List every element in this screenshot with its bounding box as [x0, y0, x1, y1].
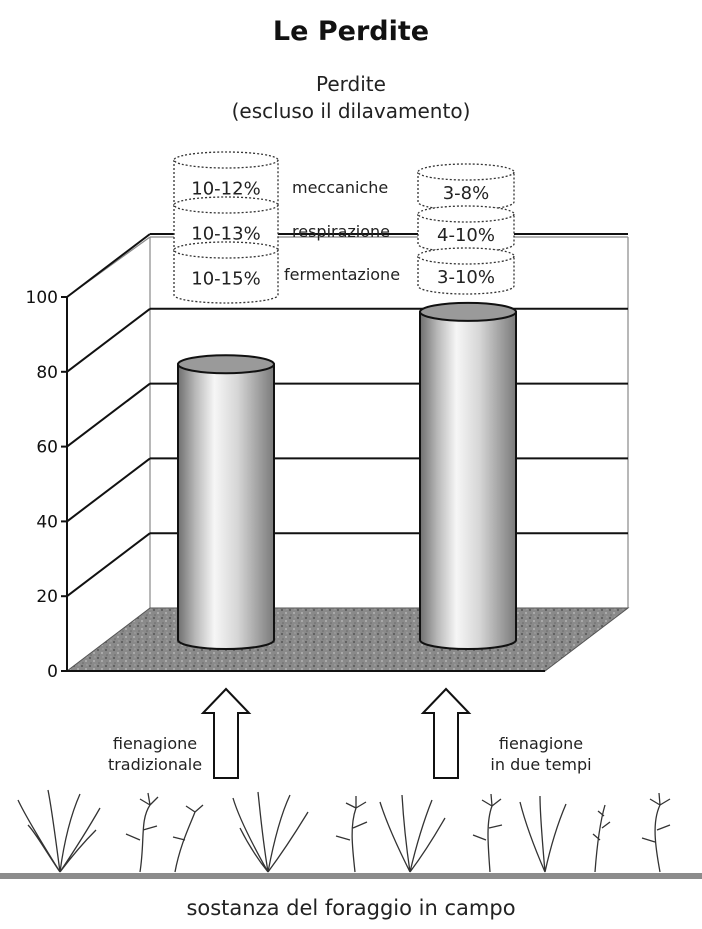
loss-label-meccaniche: meccaniche — [292, 178, 389, 197]
y-tick-label: 0 — [47, 662, 58, 682]
bar-top — [419, 301, 517, 322]
footer-caption: sostanza del foraggio in campo — [186, 896, 516, 920]
disc-body — [417, 214, 515, 253]
chart-floor — [65, 607, 630, 672]
disc-top — [173, 241, 279, 259]
y-tick-label: 100 — [26, 288, 58, 308]
caption-left-line2: tradizionale — [107, 755, 203, 774]
disc-top — [417, 247, 515, 265]
y-tick-label: 80 — [36, 363, 58, 383]
loss-value-label: 4-10% — [437, 225, 495, 246]
y-axis — [66, 297, 545, 672]
clover-plant-2 — [335, 796, 368, 873]
grass-tuft-2 — [232, 791, 309, 873]
disc-top — [173, 151, 279, 169]
caption-right-line2: in due tempi — [490, 755, 592, 774]
gridline-side-80 — [66, 308, 151, 373]
y-tick-label: 40 — [36, 512, 58, 532]
ground-strip — [0, 873, 702, 879]
chart-frame — [66, 236, 629, 608]
clover-plant-1 — [125, 792, 204, 873]
caption-left: fienagione tradizionale — [105, 733, 205, 775]
clover-plant-4 — [641, 792, 671, 873]
loss-value-label: 3-8% — [443, 183, 490, 204]
gridline-side-40 — [66, 457, 151, 523]
gridline-side-20 — [66, 532, 151, 597]
grass-tuft-1 — [17, 789, 101, 873]
loss-value-label: 3-10% — [437, 267, 495, 288]
y-tick-label: 60 — [36, 438, 58, 458]
caption-right: fienagione in due tempi — [486, 733, 596, 775]
loss-disc-due-tempi-3: 3-10% — [417, 247, 515, 295]
loss-disc-due-tempi-2: 4-10% — [417, 205, 515, 253]
grass-tuft-4 — [519, 795, 567, 873]
loss-label-respirazione: respirazione — [292, 222, 391, 241]
loss-value-label: 10-12% — [191, 179, 260, 200]
y-tick-label: 20 — [36, 587, 58, 607]
loss-disc-tradizionale-3: 10-15% — [173, 241, 279, 304]
grass-tuft-3 — [379, 794, 446, 873]
bar-1 — [177, 354, 275, 650]
bar-top — [177, 354, 275, 375]
bar-2 — [419, 301, 517, 650]
bar-body — [419, 310, 517, 650]
disc-body — [417, 256, 515, 295]
bar-layer — [177, 301, 517, 650]
disc-top — [417, 163, 515, 181]
up-arrow-icon-right — [420, 687, 472, 779]
loss-stacks: 10-12% 10-13% 10-15% 3-8% 4-10% 3-10% — [173, 151, 515, 304]
grass-stem-5 — [592, 804, 611, 873]
disc-body — [417, 172, 515, 211]
disc-body — [173, 250, 279, 304]
forage-plants-illustration — [0, 789, 702, 879]
disc-top — [173, 196, 279, 214]
loss-value-label: 10-15% — [191, 269, 260, 290]
bar-body — [177, 363, 275, 650]
up-arrow-icon-left — [200, 687, 252, 779]
gridline-side-60 — [66, 382, 151, 448]
caption-right-line1: fienagione — [498, 734, 584, 753]
loss-value-label: 10-13% — [191, 224, 260, 245]
chart-subtitle: (escluso il dilavamento) — [231, 99, 471, 123]
loss-label-fermentazione: fermentazione — [284, 265, 401, 284]
disc-top — [417, 205, 515, 223]
chart-title: Perdite — [316, 72, 386, 96]
loss-disc-due-tempi-1: 3-8% — [417, 163, 515, 211]
page-title: Le Perdite — [272, 16, 430, 47]
caption-left-line1: fienagione — [112, 734, 198, 753]
clover-plant-3 — [472, 793, 503, 873]
gridline-side-100 — [66, 233, 151, 298]
